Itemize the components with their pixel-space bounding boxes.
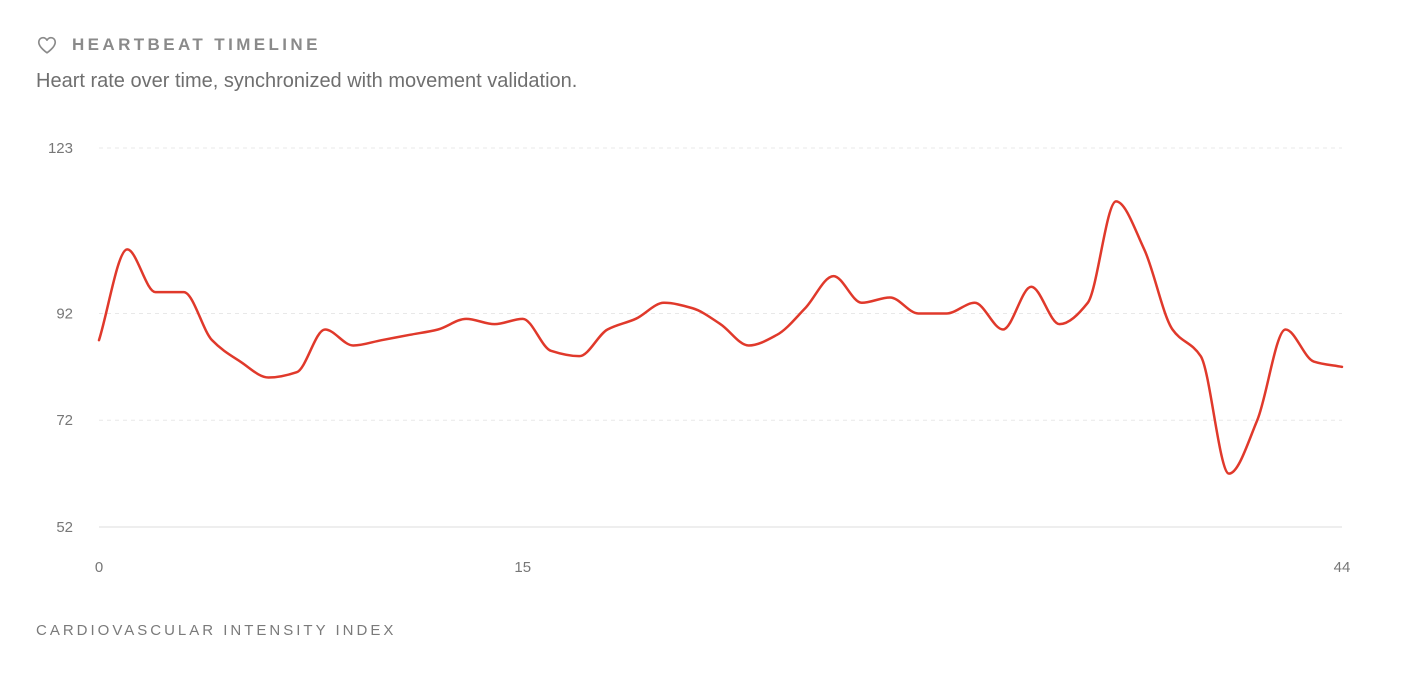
heart-icon <box>36 34 58 56</box>
x-tick-label-1: 15 <box>514 559 531 576</box>
x-tick-label-2: 44 <box>1334 559 1351 576</box>
grid-layer <box>99 147 1342 421</box>
y-tick-label-3: 123 <box>48 140 73 157</box>
chart-title: HEARTBEAT TIMELINE <box>72 35 321 54</box>
tick-layer: 52 72 92 123 0 15 44 <box>48 140 1350 576</box>
y-tick-label-2: 92 <box>56 305 73 322</box>
axis-caption: CARDIOVASCULAR INTENSITY INDEX <box>36 622 397 639</box>
y-tick-label-1: 72 <box>56 412 73 429</box>
series-layer <box>97 200 1344 475</box>
y-tick-label-0: 52 <box>56 519 73 536</box>
heart-rate-series-line-0 <box>97 200 1344 475</box>
chart-subtitle: Heart rate over time, synchronized with … <box>36 70 578 92</box>
chart-header: HEARTBEAT TIMELINE <box>36 34 321 56</box>
x-tick-label-0: 0 <box>95 559 103 576</box>
